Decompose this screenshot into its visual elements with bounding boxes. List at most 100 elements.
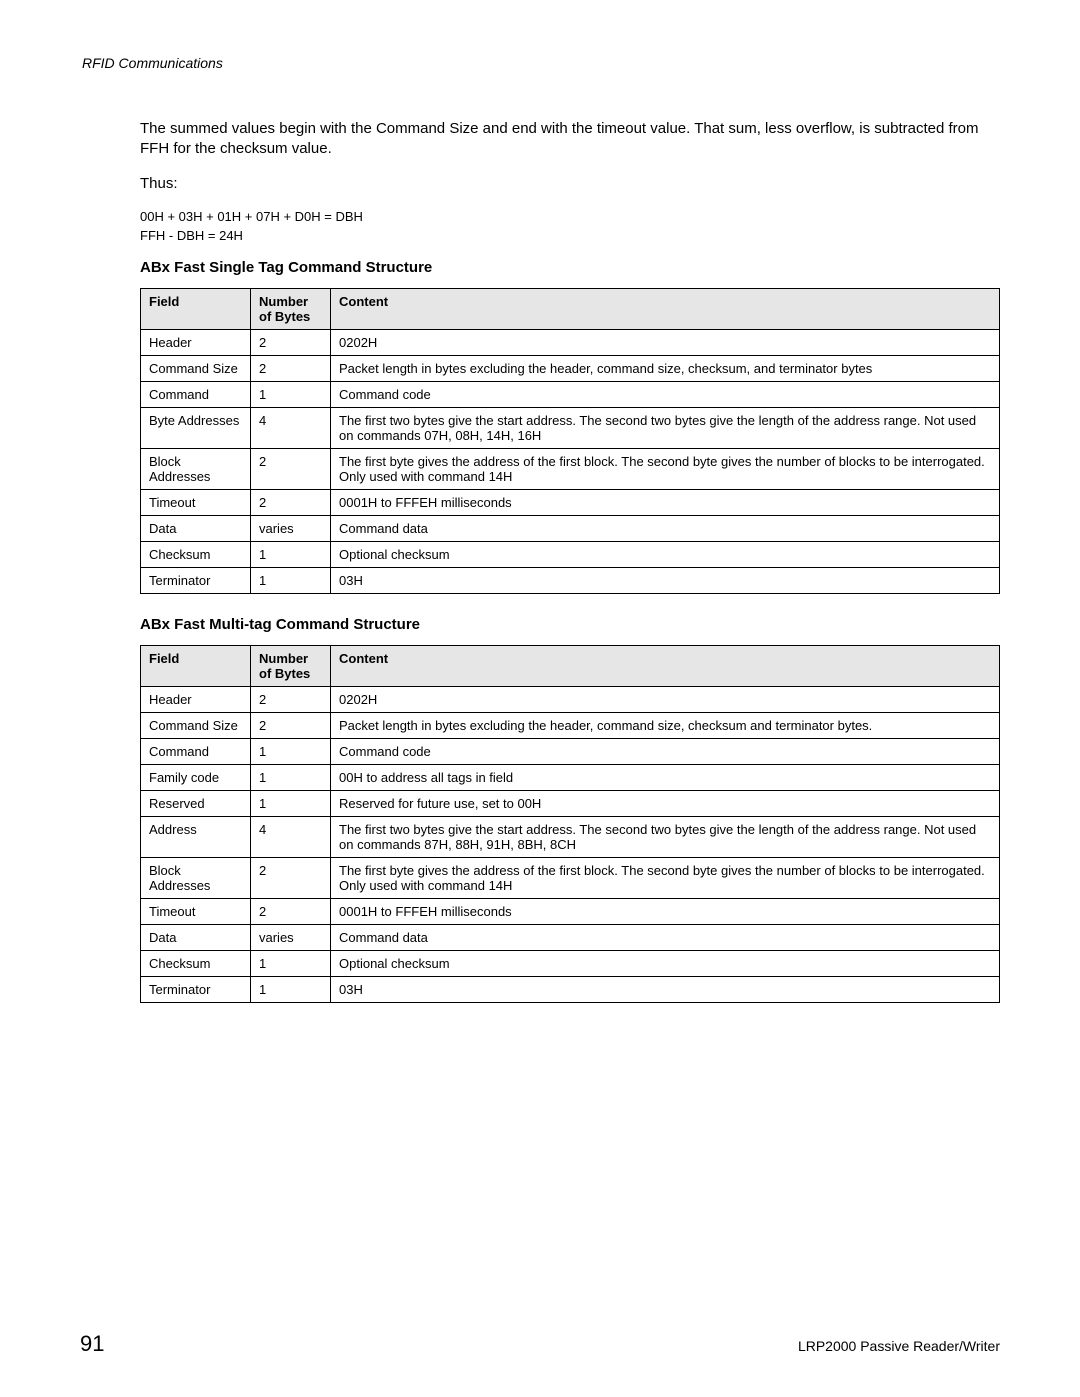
cell-bytes: 1 — [251, 542, 331, 568]
cell-field: Command Size — [141, 356, 251, 382]
calc-line-2: FFH - DBH = 24H — [140, 227, 1000, 246]
cell-content: The first two bytes give the start addre… — [331, 817, 1000, 858]
cell-bytes: 1 — [251, 765, 331, 791]
cell-field: Header — [141, 330, 251, 356]
cell-content: Command data — [331, 925, 1000, 951]
table-row: Command1Command code — [141, 382, 1000, 408]
cell-bytes: 2 — [251, 713, 331, 739]
thus-label: Thus: — [140, 174, 1000, 194]
cell-field: Command Size — [141, 713, 251, 739]
cell-bytes: 1 — [251, 382, 331, 408]
cell-content: 0001H to FFFEH milliseconds — [331, 899, 1000, 925]
table-row: Checksum1Optional checksum — [141, 951, 1000, 977]
cell-field: Reserved — [141, 791, 251, 817]
section-heading-2: ABx Fast Multi-tag Command Structure — [140, 616, 1000, 633]
cell-content: Command code — [331, 739, 1000, 765]
cell-bytes: 1 — [251, 951, 331, 977]
table-row: Command Size2Packet length in bytes excl… — [141, 713, 1000, 739]
cell-bytes: 4 — [251, 817, 331, 858]
th-content: Content — [331, 289, 1000, 330]
th-bytes: Number of Bytes — [251, 289, 331, 330]
cell-field: Timeout — [141, 899, 251, 925]
cell-bytes: 2 — [251, 330, 331, 356]
cell-bytes: 4 — [251, 408, 331, 449]
table-row: Terminator103H — [141, 568, 1000, 594]
cell-bytes: 1 — [251, 791, 331, 817]
cell-field: Byte Addresses — [141, 408, 251, 449]
table-row: Timeout20001H to FFFEH milliseconds — [141, 899, 1000, 925]
th-field: Field — [141, 289, 251, 330]
cell-field: Header — [141, 687, 251, 713]
table-row: Block Addresses2The first byte gives the… — [141, 449, 1000, 490]
cell-field: Terminator — [141, 977, 251, 1003]
table-row: Byte Addresses4The first two bytes give … — [141, 408, 1000, 449]
cell-bytes: 1 — [251, 739, 331, 765]
footer-doc-title: LRP2000 Passive Reader/Writer — [798, 1338, 1000, 1354]
cell-content: The first byte gives the address of the … — [331, 449, 1000, 490]
running-head: RFID Communications — [82, 55, 1000, 71]
th-bytes: Number of Bytes — [251, 646, 331, 687]
cell-content: 0001H to FFFEH milliseconds — [331, 490, 1000, 516]
cell-field: Address — [141, 817, 251, 858]
page-footer: 91 LRP2000 Passive Reader/Writer — [80, 1331, 1000, 1357]
cell-bytes: 2 — [251, 490, 331, 516]
cell-content: 00H to address all tags in field — [331, 765, 1000, 791]
table-row: Address4The first two bytes give the sta… — [141, 817, 1000, 858]
cell-bytes: 2 — [251, 899, 331, 925]
cell-bytes: 2 — [251, 449, 331, 490]
cell-content: Packet length in bytes excluding the hea… — [331, 713, 1000, 739]
cell-content: Optional checksum — [331, 542, 1000, 568]
cell-field: Family code — [141, 765, 251, 791]
cell-content: 0202H — [331, 687, 1000, 713]
cell-content: 03H — [331, 977, 1000, 1003]
cell-field: Timeout — [141, 490, 251, 516]
cell-field: Checksum — [141, 951, 251, 977]
table-row: Terminator103H — [141, 977, 1000, 1003]
cell-bytes: 2 — [251, 687, 331, 713]
table-row: Checksum1Optional checksum — [141, 542, 1000, 568]
table-header-row: Field Number of Bytes Content — [141, 289, 1000, 330]
cell-bytes: 2 — [251, 356, 331, 382]
table-row: Block Addresses2The first byte gives the… — [141, 858, 1000, 899]
table-row: DatavariesCommand data — [141, 925, 1000, 951]
cell-bytes: 1 — [251, 977, 331, 1003]
cell-field: Data — [141, 516, 251, 542]
cell-content: Reserved for future use, set to 00H — [331, 791, 1000, 817]
th-content: Content — [331, 646, 1000, 687]
table-row: DatavariesCommand data — [141, 516, 1000, 542]
cell-bytes: varies — [251, 925, 331, 951]
table-row: Family code100H to address all tags in f… — [141, 765, 1000, 791]
cell-field: Terminator — [141, 568, 251, 594]
cell-content: 0202H — [331, 330, 1000, 356]
cell-field: Block Addresses — [141, 858, 251, 899]
cell-field: Data — [141, 925, 251, 951]
table-row: Command Size2Packet length in bytes excl… — [141, 356, 1000, 382]
page-number: 91 — [80, 1331, 104, 1357]
cell-field: Block Addresses — [141, 449, 251, 490]
body-paragraph: The summed values begin with the Command… — [140, 119, 1000, 160]
cell-field: Checksum — [141, 542, 251, 568]
section-heading-1: ABx Fast Single Tag Command Structure — [140, 259, 1000, 276]
table-row: Command1Command code — [141, 739, 1000, 765]
table-header-row: Field Number of Bytes Content — [141, 646, 1000, 687]
page-content: RFID Communications The summed values be… — [0, 0, 1080, 1065]
single-tag-table: Field Number of Bytes Content Header2020… — [140, 288, 1000, 594]
cell-field: Command — [141, 382, 251, 408]
cell-content: Command data — [331, 516, 1000, 542]
cell-bytes: varies — [251, 516, 331, 542]
th-field: Field — [141, 646, 251, 687]
cell-content: Optional checksum — [331, 951, 1000, 977]
cell-content: The first two bytes give the start addre… — [331, 408, 1000, 449]
multi-tag-table: Field Number of Bytes Content Header2020… — [140, 645, 1000, 1003]
table-row: Header20202H — [141, 687, 1000, 713]
table-row: Header20202H — [141, 330, 1000, 356]
cell-content: Command code — [331, 382, 1000, 408]
calculation-block: 00H + 03H + 01H + 07H + D0H = DBH FFH - … — [140, 208, 1000, 246]
cell-field: Command — [141, 739, 251, 765]
calc-line-1: 00H + 03H + 01H + 07H + D0H = DBH — [140, 208, 1000, 227]
cell-content: 03H — [331, 568, 1000, 594]
cell-bytes: 1 — [251, 568, 331, 594]
cell-bytes: 2 — [251, 858, 331, 899]
table-row: Reserved1Reserved for future use, set to… — [141, 791, 1000, 817]
table-row: Timeout20001H to FFFEH milliseconds — [141, 490, 1000, 516]
